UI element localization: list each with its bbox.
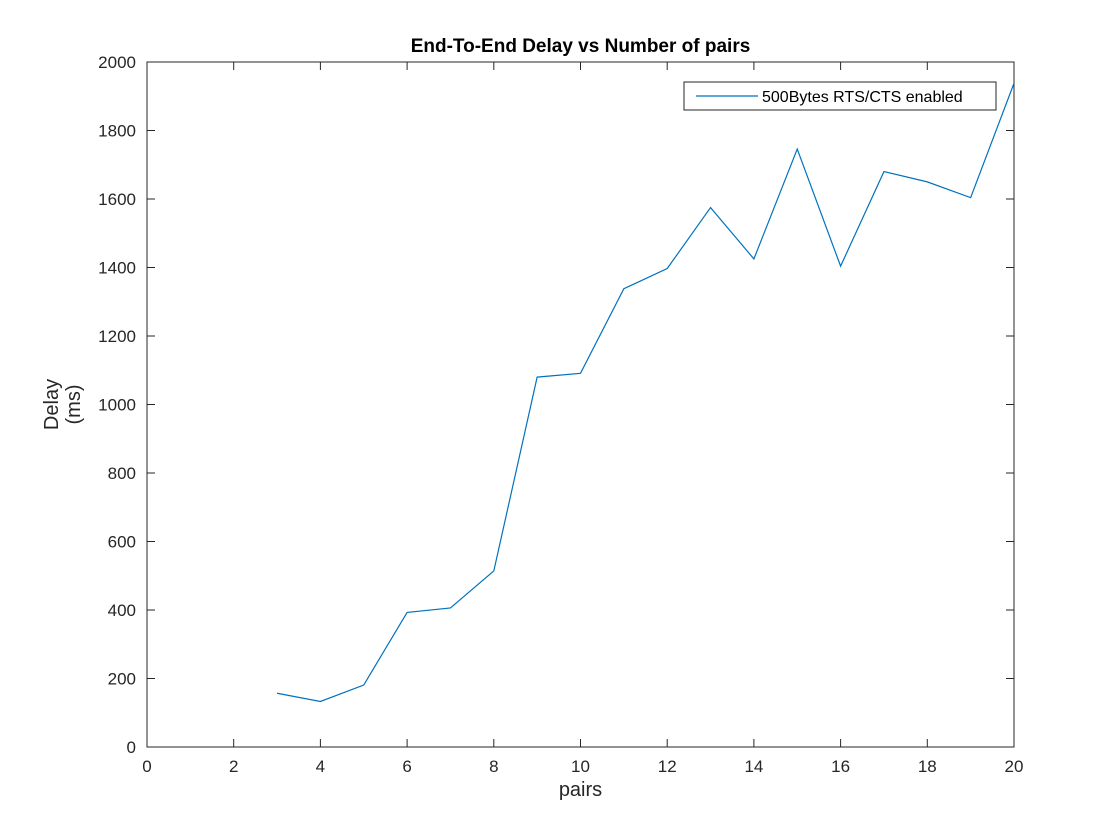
x-tick-label: 8	[489, 757, 498, 776]
y-tick-label: 600	[108, 533, 136, 552]
y-axis-label: Delay (ms)	[41, 379, 85, 430]
x-axis-label: pairs	[559, 779, 602, 801]
y-tick-label: 2000	[98, 53, 136, 72]
y-tick-label: 200	[108, 670, 136, 689]
plot-area	[146, 61, 1015, 748]
y-tick-label: 800	[108, 464, 136, 483]
x-tick-label: 14	[744, 757, 763, 776]
legend-series-label: 500Bytes RTS/CTS enabled	[762, 89, 963, 106]
x-tick-label: 18	[918, 757, 937, 776]
y-axis-label-line-1: Delay	[41, 379, 63, 430]
chart-title: End-To-End Delay vs Number of pairs	[411, 36, 751, 57]
x-axis-ticks: 0 2 4 6 8 10 12 14 16 18 20	[142, 62, 1023, 776]
x-tick-label: 20	[1005, 757, 1024, 776]
x-tick-label: 10	[571, 757, 590, 776]
y-tick-label: 1000	[98, 396, 136, 415]
y-tick-label: 1600	[98, 190, 136, 209]
y-tick-label: 1800	[98, 122, 136, 141]
y-tick-label: 400	[108, 601, 136, 620]
series-line-0	[276, 83, 1015, 703]
axes-box	[146, 61, 1015, 748]
legend: 500Bytes RTS/CTS enabled	[683, 81, 997, 111]
x-tick-label: 16	[831, 757, 850, 776]
y-tick-label: 1200	[98, 327, 136, 346]
y-tick-label: 0	[127, 738, 136, 757]
x-tick-label: 2	[229, 757, 238, 776]
x-tick-label: 0	[142, 757, 151, 776]
y-axis-ticks: 0 200 400 600 800 1000 1200 1400 1600 1800 2000	[98, 53, 1014, 757]
x-tick-label: 6	[402, 757, 411, 776]
x-tick-label: 12	[658, 757, 677, 776]
series-group	[276, 83, 1015, 703]
y-axis-label-line-2: (ms)	[63, 385, 85, 425]
x-tick-label: 4	[316, 757, 325, 776]
y-tick-label: 1400	[98, 259, 136, 278]
